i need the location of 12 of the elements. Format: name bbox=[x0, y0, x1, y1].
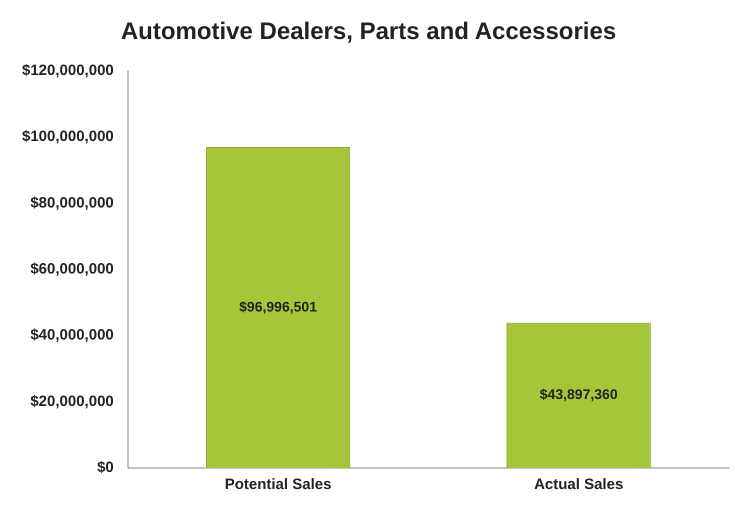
y-tick-label: $20,000,000 bbox=[30, 392, 114, 410]
y-tick-label: $100,000,000 bbox=[22, 128, 114, 146]
data-label: $96,996,501 bbox=[239, 298, 318, 314]
chart-title: Automotive Dealers, Parts and Accessories bbox=[120, 18, 616, 46]
y-tick-label: $40,000,000 bbox=[30, 326, 114, 344]
x-tick-label: Actual Sales bbox=[534, 476, 624, 494]
x-tick-label: Potential Sales bbox=[224, 476, 332, 494]
y-tick-label: $80,000,000 bbox=[30, 194, 114, 212]
y-tick-label: $120,000,000 bbox=[22, 62, 114, 79]
y-tick-label: $60,000,000 bbox=[30, 260, 114, 278]
data-label: $43,897,360 bbox=[540, 386, 618, 402]
y-tick-label: $0 bbox=[97, 459, 114, 476]
